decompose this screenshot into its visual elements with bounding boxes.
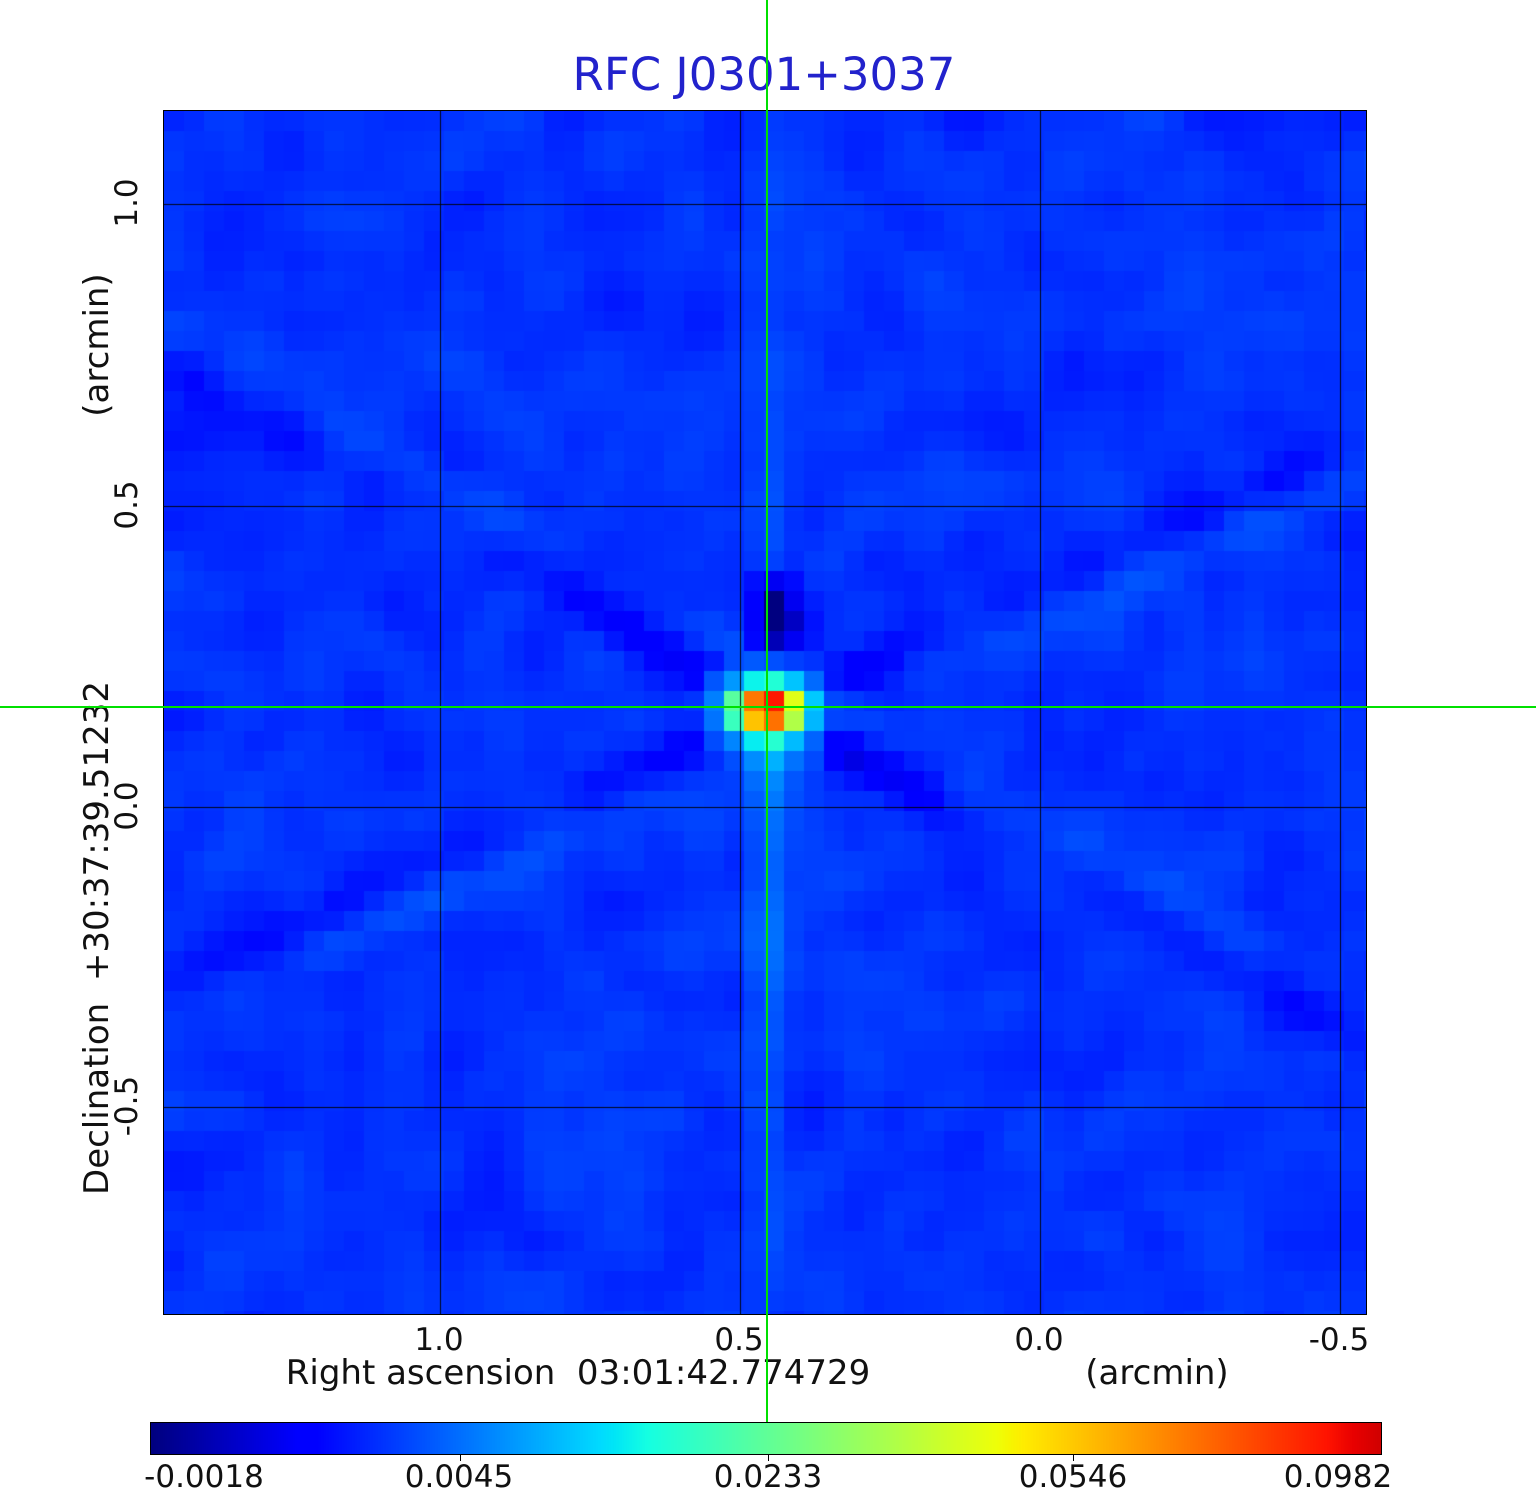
colorbar-gradient [151,1423,1381,1454]
cbar-label-label: -0.0018 [144,1459,264,1495]
xtick-label: -0.5 [1308,1322,1370,1358]
y-axis-unit-label: (arcmin) [77,273,117,417]
colorbar-tick-mark [1073,1454,1074,1461]
cbar-label-label: 0.0982 [1283,1459,1393,1495]
y-axis-label: Declination +30:37:39.51232 [77,681,117,1195]
cbar-label-label: 0.0045 [404,1459,514,1495]
radio-map-frame [163,110,1367,1315]
colorbar-tick-mark [460,1454,461,1461]
xtick-label: 0.5 [714,1322,764,1358]
cbar-label-label: 0.0233 [713,1459,823,1495]
x-axis-unit-label: (arcmin) [1085,1353,1229,1393]
crosshair-horizontal-line [0,706,1536,708]
colorbar [150,1422,1382,1455]
plot-title: RFC J0301+3037 [572,48,956,101]
ytick-label: 1.0 [109,178,145,228]
xtick-label: 1.0 [414,1322,464,1358]
x-axis-label: Right ascension 03:01:42.774729 [285,1353,871,1393]
cbar-label-label: 0.0546 [1018,1459,1128,1495]
radio-map-heatmap [164,111,1366,1314]
ytick-label: 0.5 [109,480,145,530]
crosshair-vertical-line [766,0,768,1422]
xtick-label: 0.0 [1014,1322,1064,1358]
colorbar-tick-mark [768,1454,769,1461]
